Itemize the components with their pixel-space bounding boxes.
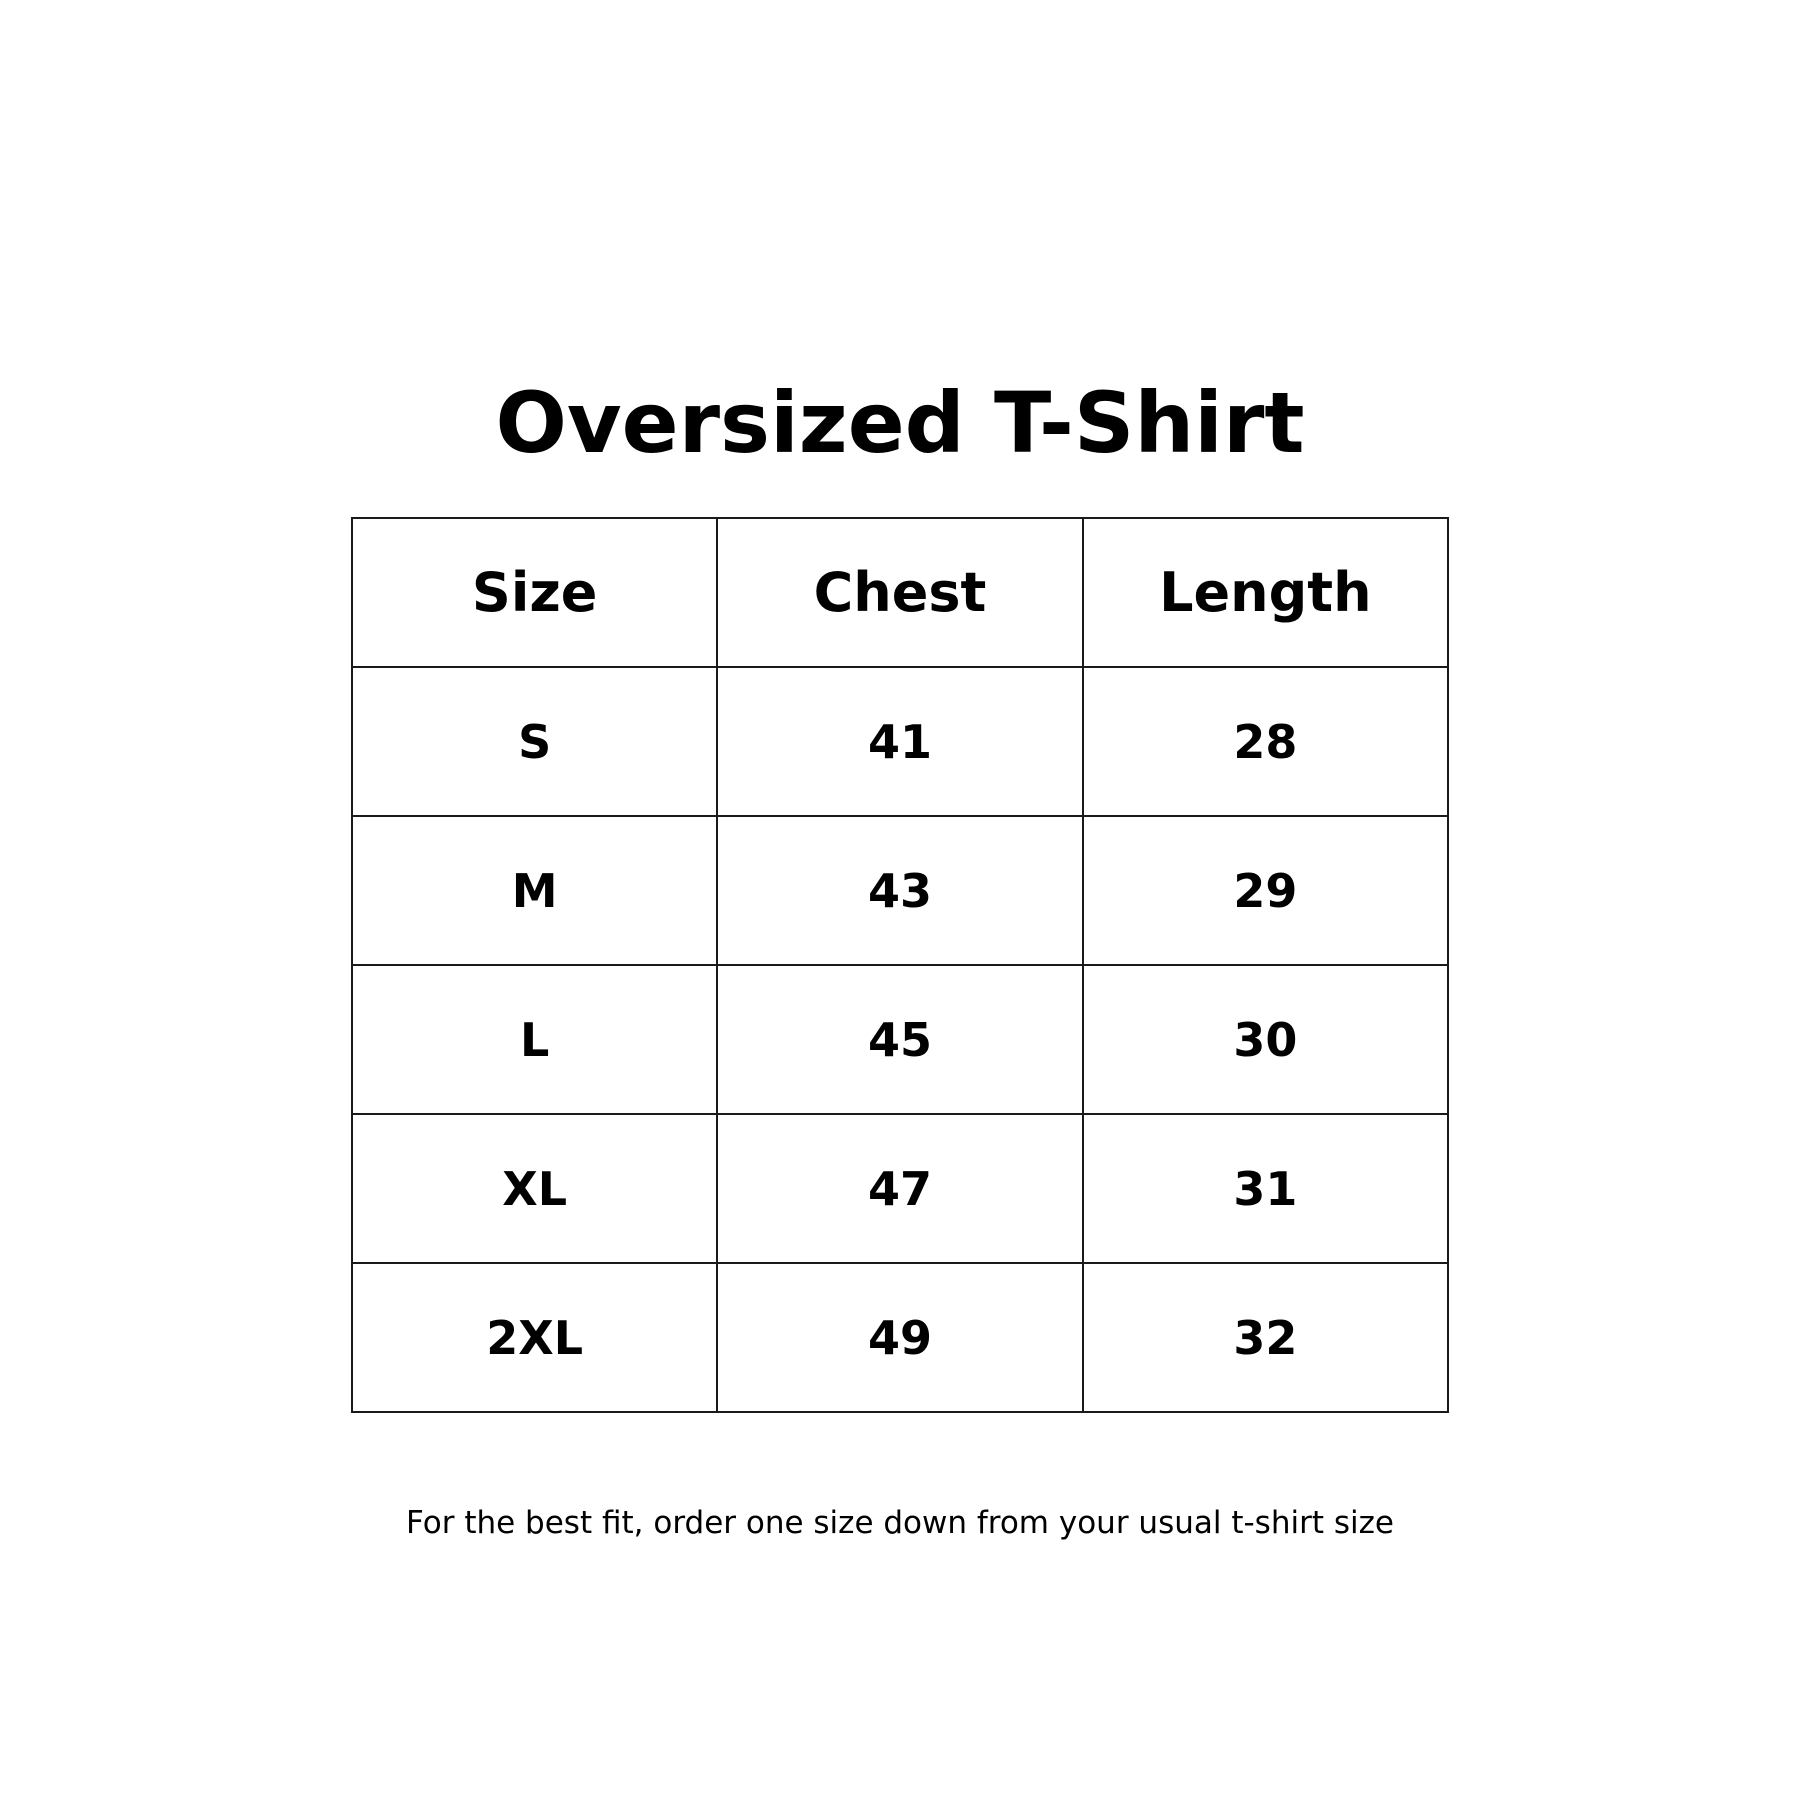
- table-header-row: Size Chest Length: [350, 517, 1450, 668]
- cell-length: 29: [1081, 815, 1450, 966]
- cell-chest: 49: [716, 1262, 1084, 1413]
- cell-length: 30: [1081, 964, 1450, 1115]
- table-row: M 43 29: [350, 815, 1450, 966]
- size-chart-table: Size Chest Length S 41 28 M 43 29 L 45 3…: [350, 517, 1450, 1413]
- page-title: Oversized T-Shirt: [495, 374, 1305, 472]
- cell-size: S: [350, 666, 719, 817]
- cell-chest: 47: [716, 1113, 1084, 1264]
- cell-size: L: [350, 964, 719, 1115]
- cell-chest: 43: [716, 815, 1084, 966]
- header-size: Size: [350, 517, 719, 668]
- cell-chest: 41: [716, 666, 1084, 817]
- cell-size: 2XL: [350, 1262, 719, 1413]
- cell-length: 31: [1081, 1113, 1450, 1264]
- table-row: L 45 30: [350, 964, 1450, 1115]
- table-row: XL 47 31: [350, 1113, 1450, 1264]
- cell-length: 28: [1081, 666, 1450, 817]
- cell-size: XL: [350, 1113, 719, 1264]
- header-chest: Chest: [716, 517, 1084, 668]
- fit-note: For the best fit, order one size down fr…: [406, 1505, 1394, 1541]
- cell-size: M: [350, 815, 719, 966]
- table-row: 2XL 49 32: [350, 1262, 1450, 1413]
- header-length: Length: [1081, 517, 1450, 668]
- cell-chest: 45: [716, 964, 1084, 1115]
- cell-length: 32: [1081, 1262, 1450, 1413]
- table-row: S 41 28: [350, 666, 1450, 817]
